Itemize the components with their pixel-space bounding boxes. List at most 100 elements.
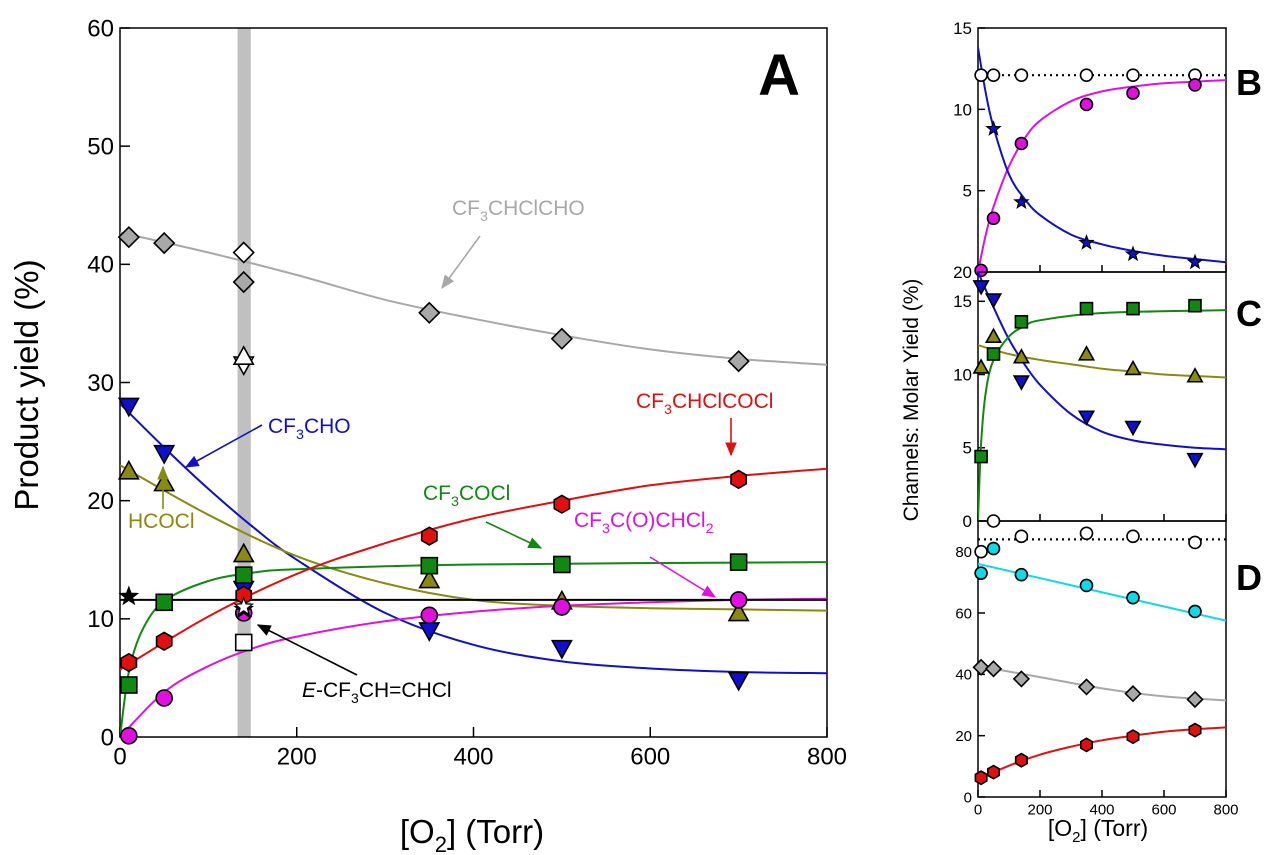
panel-b-data-point-2 — [1013, 193, 1030, 210]
panel-b-data-point-2 — [1186, 253, 1204, 270]
panel-a-data-point-0 — [117, 226, 140, 249]
panel-a-y-tick-label: 30 — [87, 370, 114, 397]
panel-c-data-point-2 — [972, 358, 990, 374]
panel-a-data-point-4 — [120, 652, 138, 673]
panel-a-fit-line-5 — [120, 597, 827, 737]
panel-d-letter: D — [1236, 557, 1262, 598]
panel-d-data-point-1 — [1014, 567, 1029, 582]
panel-d-x-tick-label: 0 — [974, 801, 982, 818]
arrow-cf3cho-head — [184, 455, 200, 468]
panel-a-data-point-2 — [153, 471, 176, 492]
panel-d-data-point-2 — [1077, 678, 1096, 696]
panel-a-data-point-4 — [553, 494, 571, 514]
panel-a-data-point-3 — [155, 593, 173, 612]
panel-c-fit-line-0 — [978, 272, 1226, 451]
panel-c-letter: C — [1236, 293, 1262, 334]
panel-a-x-axis-label: [O2] (Torr) — [400, 813, 544, 855]
panel-c-data-point-0 — [1124, 420, 1142, 437]
panel-d-data-point-1 — [1188, 604, 1202, 619]
panel-a-data-point-4 — [420, 526, 438, 546]
panel-d-fit-line-3 — [978, 726, 1226, 781]
panel-d-data-point-3 — [974, 770, 988, 786]
arrow-cf3chclcho-head — [441, 274, 455, 290]
panel-d-data-point-0 — [1126, 529, 1140, 544]
panel-d-y-tick-label: 20 — [955, 728, 972, 745]
panel-c-data-point-1 — [1079, 301, 1094, 316]
panel-c-fit-line-1 — [978, 309, 1226, 521]
panel-b: 20 5 10 15 — [953, 19, 1227, 282]
panel-a-letter: A — [758, 43, 800, 108]
panel-a-open-data-point-2 — [232, 345, 255, 365]
panel-b-y-tick-label: 20 — [953, 263, 972, 282]
panel-a-data-point-3 — [420, 556, 439, 575]
panel-a-data-point-1 — [418, 622, 441, 642]
panel-d: 0 200 400 600 800 0 20 40 60 80 — [955, 514, 1239, 818]
panel-c-data-point-0 — [972, 280, 990, 296]
panel-a-x-tick-label: 800 — [807, 744, 847, 771]
panel-a-data-point-5 — [420, 606, 439, 625]
side-panels-x-axis-label: [O2] (Torr) — [1048, 815, 1148, 846]
panel-b-data-point-1 — [986, 211, 1001, 226]
panel-c-data-point-0 — [1186, 452, 1204, 469]
panel-a-data-point-5 — [120, 727, 138, 745]
panel-a-data-point-3 — [729, 553, 748, 571]
arrow-cf3chclcocl-head — [725, 442, 737, 457]
panel-a-data-point-0 — [727, 350, 750, 373]
panel-a-x-tick-label: 0 — [113, 744, 126, 771]
panel-d-data-point-0 — [986, 514, 1001, 528]
panel-c-data-point-0 — [1077, 410, 1096, 426]
panel-c-y-tick-label: 15 — [953, 292, 972, 311]
panel-d-data-point-3 — [986, 764, 1001, 780]
panel-a-highlight-band — [237, 28, 251, 737]
panel-a-data-point-1 — [117, 397, 140, 418]
panel-d-data-point-0 — [1014, 529, 1029, 544]
panel-a-y-axis-label: Product yield (%) — [8, 259, 45, 510]
label-cf3chclcho: CF3CHClCHO — [452, 197, 585, 225]
panel-d-y-tick-label: 40 — [955, 667, 972, 684]
panel-b-data-point-0 — [1079, 68, 1094, 82]
panel-d-data-point-3 — [1126, 729, 1140, 745]
panel-a-data-point-4 — [155, 631, 173, 652]
panel-b-data-point-1 — [1079, 97, 1094, 112]
panel-b-data-point-1 — [974, 263, 988, 278]
panel-d-data-point-2 — [972, 658, 990, 676]
panel-d-data-point-0 — [974, 544, 988, 559]
label-e-cf3ch-chcl: E-CF3CH=CHCl — [302, 679, 452, 706]
panel-a: 0 200 400 600 800 0 10 20 30 40 50 60 — [87, 15, 847, 770]
panel-b-frame — [977, 27, 1227, 273]
label-cf3cho: CF3CHO — [268, 415, 351, 443]
panel-a-data-point-3 — [234, 566, 253, 584]
panel-a-data-point-0 — [418, 301, 441, 324]
panel-d-x-tick-label: 600 — [1151, 801, 1176, 818]
panel-a-fit-line-0 — [120, 231, 827, 366]
panel-a-data-point-1 — [550, 639, 573, 660]
panel-d-data-point-1 — [974, 566, 988, 580]
panel-a-data-point-1 — [153, 444, 176, 465]
panel-a-data-point-4 — [730, 469, 748, 490]
panel-a-fit-line-1 — [120, 403, 827, 675]
panel-d-frame — [977, 520, 1227, 798]
panel-a-annotations: CF3CHClCHO CF3CHO CF3CHClCOCl CF3COCl CF3C(O… — [128, 197, 773, 706]
panel-c-data-point-1 — [1014, 314, 1029, 329]
panel-b-letter: B — [1236, 62, 1262, 103]
panel-a-y-tick-label: 10 — [87, 606, 114, 633]
panel-d-data-point-0 — [1079, 526, 1094, 541]
label-cf3cocl: CF3COCl — [423, 482, 510, 510]
arrow-cf3cochcl2-head — [701, 585, 717, 598]
panel-c-y-tick-label: 5 — [963, 439, 972, 458]
panel-a-data-point-0 — [153, 231, 176, 255]
panel-a-fit-line-3 — [120, 561, 827, 737]
panel-d-data-point-1 — [986, 541, 1001, 556]
panel-b-data-point-2 — [985, 120, 1002, 136]
arrow-cf3cochcl2 — [649, 556, 716, 598]
panel-a-x-tick-label: 400 — [453, 744, 493, 771]
panel-a-y-tick-label: 0 — [101, 724, 114, 751]
panel-a-data-point-2 — [727, 601, 750, 622]
panel-c-y-tick-label: 10 — [953, 365, 972, 384]
panel-a-data-point-3 — [120, 676, 138, 694]
panel-a-open-data-point-0 — [232, 241, 255, 264]
panel-d-data-point-3 — [1188, 722, 1202, 738]
panel-a-data-point-5 — [155, 689, 173, 707]
panel-d-data-point-2 — [984, 660, 1003, 678]
panel-d-data-point-2 — [1012, 670, 1031, 688]
